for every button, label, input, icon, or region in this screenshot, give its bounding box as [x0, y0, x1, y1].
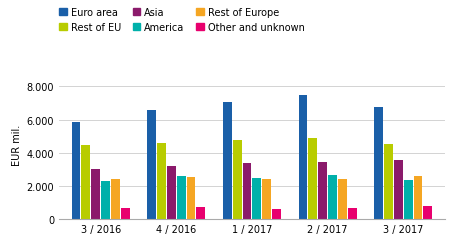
Bar: [91, 169, 100, 219]
Bar: [424, 206, 432, 219]
Bar: [318, 162, 327, 219]
Bar: [177, 176, 186, 219]
Bar: [252, 178, 262, 219]
Bar: [223, 103, 232, 219]
Bar: [101, 182, 110, 219]
Bar: [414, 176, 423, 219]
Bar: [147, 110, 156, 219]
Bar: [72, 122, 80, 219]
Bar: [242, 163, 252, 219]
Bar: [233, 141, 242, 219]
Bar: [348, 208, 357, 219]
Bar: [404, 181, 413, 219]
Bar: [157, 143, 166, 219]
Bar: [187, 178, 196, 219]
Bar: [121, 208, 130, 219]
Bar: [308, 138, 317, 219]
Bar: [81, 146, 90, 219]
Bar: [262, 179, 271, 219]
Bar: [197, 207, 205, 219]
Bar: [299, 95, 307, 219]
Bar: [328, 176, 337, 219]
Bar: [167, 166, 176, 219]
Bar: [394, 161, 403, 219]
Y-axis label: EUR mil.: EUR mil.: [12, 124, 22, 166]
Bar: [384, 145, 393, 219]
Bar: [111, 179, 120, 219]
Bar: [272, 209, 281, 219]
Bar: [374, 108, 383, 219]
Bar: [338, 179, 347, 219]
Legend: Euro area, Rest of EU, Asia, America, Rest of Europe, Other and unknown: Euro area, Rest of EU, Asia, America, Re…: [59, 8, 305, 33]
